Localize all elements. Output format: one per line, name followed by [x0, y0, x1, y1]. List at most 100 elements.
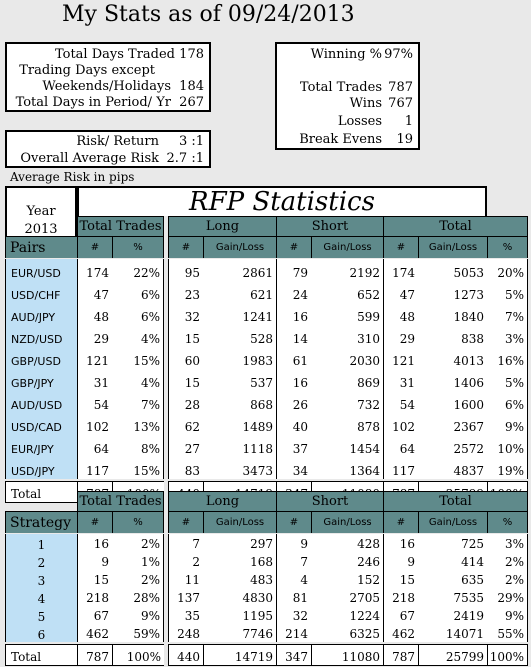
pairs-cell-tn: 54 — [383, 391, 418, 413]
strategies-cell-tn: 218 — [383, 588, 418, 606]
pairs-cell-sg: 2030 — [311, 347, 383, 369]
strategies-cell-sg: 152 — [311, 570, 383, 588]
pairs-cell-tg: 5053 — [418, 259, 487, 281]
subheader-short-num: # — [276, 511, 311, 533]
strategies-total-sn: 347 — [276, 644, 311, 666]
pairs-cell-tn: 48 — [383, 303, 418, 325]
pairs-cell-sg: 869 — [311, 369, 383, 391]
subheader-tt-pct: % — [112, 236, 164, 258]
strategies-cell-sg: 428 — [311, 534, 383, 552]
pairs-cell-sn: 37 — [276, 435, 311, 457]
pairs-cell-ln: 23 — [168, 281, 203, 303]
year-value: 2013 — [24, 222, 58, 237]
strategies-total-sg: 11080 — [311, 644, 383, 666]
strategies-cell-tn: 462 — [383, 624, 418, 642]
strategies-cell-tg: 635 — [418, 570, 487, 588]
pairs-cell-tn: 102 — [383, 413, 418, 435]
header-total-trades: Total Trades — [77, 491, 164, 511]
pairs-cell-ln: 60 — [168, 347, 203, 369]
pairs-cell-tp: 16% — [487, 347, 528, 369]
pairs-cell-sn: 26 — [276, 391, 311, 413]
winning-pct-value: 97% — [384, 47, 413, 62]
strategies-cell-ln: 137 — [168, 588, 203, 606]
strategies-total-tp: 100% — [487, 644, 528, 666]
strategies-cell-ttp: 59% — [112, 624, 164, 642]
subheader-tt-num: # — [77, 236, 112, 258]
pairs-cell-sn: 34 — [276, 457, 311, 479]
strategies-cell-sg: 2705 — [311, 588, 383, 606]
strategies-cell-sn: 7 — [276, 552, 311, 570]
strategies-cell-ttp: 1% — [112, 552, 164, 570]
strategies-total-lg: 14719 — [203, 644, 276, 666]
subheader-tt-num: # — [77, 511, 112, 533]
pairs-cell-tg: 1840 — [418, 303, 487, 325]
strategies-cell-sn: 214 — [276, 624, 311, 642]
total-days-value: 267 — [179, 95, 204, 110]
break-evens-label: Break Evens — [299, 132, 382, 147]
pairs-cell-ln: 32 — [168, 303, 203, 325]
pairs-cell-tp: 20% — [487, 259, 528, 281]
pairs-row-label: USD/CHF — [5, 281, 77, 303]
pairs-row-label: GBP/JPY — [5, 369, 77, 391]
pairs-cell-lg: 3473 — [203, 457, 276, 479]
pairs-cell-tt: 48 — [77, 303, 112, 325]
strategies-cell-sg: 1224 — [311, 606, 383, 624]
pairs-row-label: EUR/USD — [5, 259, 77, 281]
strategies-cell-lg: 297 — [203, 534, 276, 552]
pairs-cell-sn: 16 — [276, 369, 311, 391]
pairs-row-label: USD/CAD — [5, 413, 77, 435]
pairs-cell-ln: 27 — [168, 435, 203, 457]
losses-label: Losses — [337, 114, 382, 129]
subheader-tt-pct: % — [112, 511, 164, 533]
total-days-traded-label: Total Days Traded — [54, 47, 175, 62]
strategies-row-label: 5 — [5, 606, 77, 624]
strategies-cell-sg: 6325 — [311, 624, 383, 642]
strategies-cell-tg: 7535 — [418, 588, 487, 606]
pairs-cell-sg: 599 — [311, 303, 383, 325]
strategies-cell-tp: 3% — [487, 534, 528, 552]
pairs-cell-lg: 2861 — [203, 259, 276, 281]
pairs-cell-sg: 652 — [311, 281, 383, 303]
pairs-cell-tn: 47 — [383, 281, 418, 303]
pairs-cell-lg: 537 — [203, 369, 276, 391]
pairs-cell-lg: 1489 — [203, 413, 276, 435]
subheader-total-num: # — [383, 236, 418, 258]
subheader-total-pct: % — [487, 511, 528, 533]
strategies-total-tn: 787 — [383, 644, 418, 666]
pairs-cell-tg: 4837 — [418, 457, 487, 479]
strategies-cell-tt: 462 — [77, 624, 112, 642]
pairs-cell-sn: 61 — [276, 347, 311, 369]
page-title: My Stats as of 09/24/2013 — [62, 2, 355, 27]
pairs-cell-ttp: 15% — [112, 457, 164, 479]
pairs-row-label: NZD/USD — [5, 325, 77, 347]
pairs-cell-tg: 1273 — [418, 281, 487, 303]
strategies-total-label: Total — [5, 644, 77, 666]
pairs-cell-sg: 310 — [311, 325, 383, 347]
trading-days-label-line2: Weekends/Holidays — [42, 79, 171, 94]
pairs-cell-tg: 1406 — [418, 369, 487, 391]
total-trades-label: Total Trades — [299, 80, 382, 95]
wins-label: Wins — [349, 96, 382, 111]
header-pairs: Pairs — [5, 236, 77, 258]
strategies-cell-tn: 16 — [383, 534, 418, 552]
header-strategy: Strategy — [5, 511, 77, 533]
strategies-cell-ln: 35 — [168, 606, 203, 624]
strategies-cell-ttp: 9% — [112, 606, 164, 624]
pairs-cell-sg: 2192 — [311, 259, 383, 281]
strategies-cell-tp: 29% — [487, 588, 528, 606]
pairs-cell-tg: 838 — [418, 325, 487, 347]
pairs-cell-sn: 24 — [276, 281, 311, 303]
pairs-cell-tg: 2572 — [418, 435, 487, 457]
pairs-cell-lg: 868 — [203, 391, 276, 413]
strategies-cell-ttp: 2% — [112, 534, 164, 552]
strategies-row-label: 4 — [5, 588, 77, 606]
pairs-cell-sn: 79 — [276, 259, 311, 281]
trading-days-label-line1: Trading Days except — [19, 63, 155, 78]
strategies-total-tt: 787 — [77, 644, 112, 666]
strategies-cell-sg: 246 — [311, 552, 383, 570]
pairs-cell-tt: 29 — [77, 325, 112, 347]
pairs-cell-lg: 1118 — [203, 435, 276, 457]
strategies-cell-sn: 32 — [276, 606, 311, 624]
pairs-row-label: USD/JPY — [5, 457, 77, 479]
strategies-cell-tt: 16 — [77, 534, 112, 552]
